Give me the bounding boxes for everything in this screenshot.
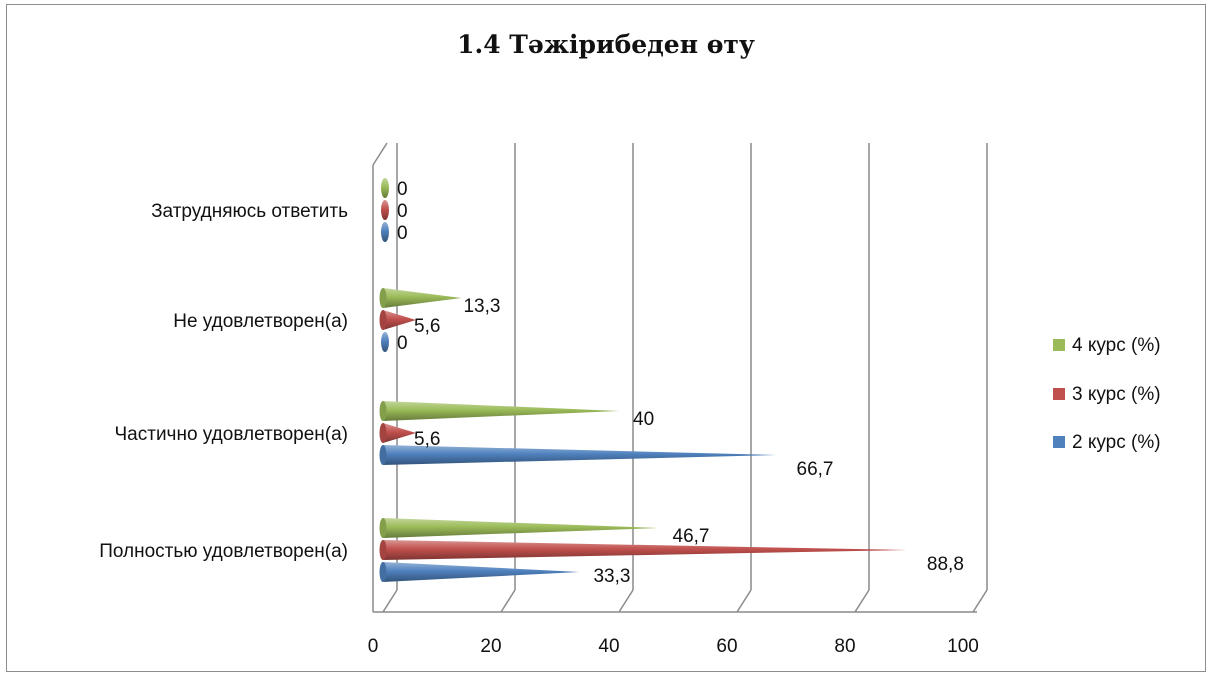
data-label: 88,8: [927, 554, 964, 575]
data-label: 46,7: [673, 526, 710, 547]
data-label: 33,3: [593, 566, 630, 587]
data-label: 13,3: [463, 296, 500, 317]
data-label: 0: [397, 333, 408, 354]
x-tick-label: 80: [834, 636, 855, 657]
legend: 4 курс (%) 3 курс (%) 2 курс (%): [1053, 335, 1161, 453]
x-tick-label: 100: [947, 636, 979, 657]
bar-4-курс: [383, 518, 659, 538]
side-wall-line: [372, 142, 388, 166]
bar-3-курс: [383, 540, 907, 560]
floor-line: [972, 589, 988, 613]
data-label: 0: [397, 201, 408, 222]
floor-line: [618, 589, 634, 613]
bar-3-курс: [383, 423, 417, 443]
category-label: Частично удовлетворен(а): [115, 424, 348, 445]
data-label: 40: [633, 409, 654, 430]
labels-layer: 0 20 40 60 80 100 Полностью удовлетворен(а) 33,…: [99, 179, 979, 657]
bar-2-курс: [383, 445, 777, 465]
floor-line: [382, 589, 398, 613]
category-label: Не удовлетворен(а): [173, 311, 348, 332]
bars-layer: [379, 178, 907, 582]
bar-2-курс: [381, 332, 389, 352]
floor-line: [736, 589, 752, 613]
data-label: 5,6: [414, 429, 440, 450]
data-label: 5,6: [414, 316, 440, 337]
bar-3-курс-base: [379, 310, 387, 330]
bar-4-курс: [383, 288, 462, 308]
data-label: 0: [397, 179, 408, 200]
legend-swatch-3-курс: [1053, 388, 1065, 400]
grid-layer: [372, 142, 988, 613]
floor-line: [854, 589, 870, 613]
chart-frame: [6, 4, 1206, 672]
bar-2-курс: [383, 562, 580, 582]
bar-2-курс-base: [379, 445, 387, 465]
bar-2-курс-base: [379, 562, 387, 582]
bar-2-курс: [381, 222, 389, 242]
bar-4-курс-base: [379, 288, 387, 308]
bar-3-курс-base: [379, 540, 387, 560]
floor-line: [500, 589, 516, 613]
category-label: Затрудняюсь ответить: [151, 201, 348, 222]
legend-label-2-курс: 2 курс (%): [1072, 432, 1161, 453]
x-tick-label: 0: [368, 636, 379, 657]
bar-4-курс: [381, 178, 389, 198]
legend-label-4-курс: 4 курс (%): [1072, 335, 1161, 356]
x-tick-label: 20: [480, 636, 501, 657]
bar-3-курс-base: [379, 423, 387, 443]
legend-swatch-2-курс: [1053, 436, 1065, 448]
data-label: 66,7: [797, 459, 834, 480]
bar-4-курс-base: [379, 401, 387, 421]
bar-3-курс: [383, 310, 417, 330]
legend-label-3-курс: 3 курс (%): [1072, 384, 1161, 405]
bar-4-курс: [383, 401, 619, 421]
legend-swatch-4-курс: [1053, 339, 1065, 351]
bar-3-курс: [381, 200, 389, 220]
bar-4-курс-base: [379, 518, 387, 538]
x-tick-label: 60: [716, 636, 737, 657]
category-label: Полностью удовлетворен(а): [99, 541, 348, 562]
chart-title: 1.4 Тәжірибеден өту: [457, 30, 755, 59]
data-label: 0: [397, 223, 408, 244]
x-tick-label: 40: [598, 636, 619, 657]
